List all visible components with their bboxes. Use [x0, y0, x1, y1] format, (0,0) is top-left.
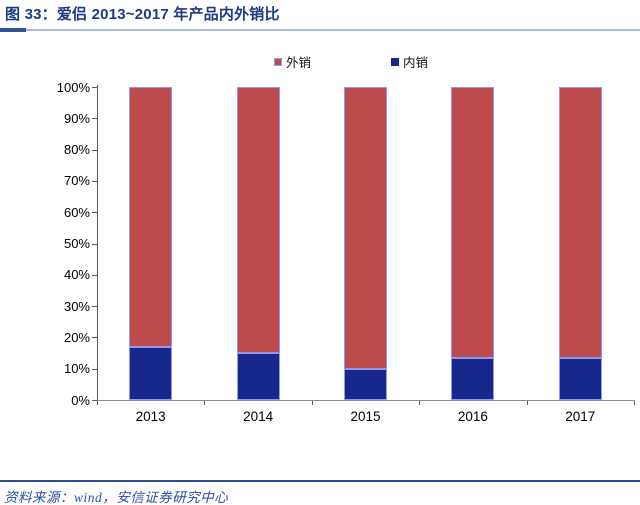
legend-swatch-icon: [391, 57, 400, 66]
x-axis-category-label: 2014: [243, 409, 274, 424]
stacked-bar-2016: [451, 87, 495, 400]
x-axis-category-label: 2013: [135, 409, 166, 424]
legend-item: 外销: [274, 52, 311, 71]
stacked-bar-2015: [344, 87, 387, 400]
bar-segment-domestic: [344, 368, 387, 400]
title-divider: [0, 28, 640, 32]
source-note: 资料来源：wind，安信证券研究中心: [4, 490, 229, 505]
bar-segment-export: [344, 87, 387, 369]
legend-swatch-icon: [274, 57, 282, 66]
y-axis-tick: [92, 368, 97, 370]
chart-legend: 外销 内销: [274, 52, 428, 71]
figure-title: 图 33：爱侣 2013~2017 年产品内外销比: [5, 6, 280, 23]
x-axis-tick: [311, 401, 313, 405]
y-axis-tick-label: 40%: [63, 267, 90, 283]
y-axis-tick: [92, 306, 97, 308]
legend-label: 外销: [286, 56, 312, 70]
y-axis-tick: [92, 87, 97, 88]
y-axis-tick: [92, 149, 97, 151]
y-axis-tick-label: 100%: [56, 79, 90, 95]
x-axis-tick: [634, 401, 635, 405]
bar-segment-export: [236, 87, 280, 354]
y-axis-tick: [92, 274, 97, 276]
x-axis-category-label: 2015: [350, 409, 381, 424]
y-axis-tick-label: 30%: [63, 298, 90, 314]
y-axis-tick-label: 90%: [63, 110, 90, 126]
stacked-bar-2014: [236, 87, 280, 400]
title-divider-accent: [0, 28, 26, 32]
x-axis-tick: [419, 401, 421, 405]
bar-segment-export: [451, 87, 495, 358]
x-axis-tick: [204, 401, 206, 405]
x-axis-line: [97, 400, 635, 401]
bar-segment-domestic: [451, 357, 495, 400]
y-axis-tick-label: 80%: [63, 142, 90, 158]
y-axis-tick: [92, 118, 97, 120]
y-axis-line: [97, 85, 98, 400]
y-axis-tick-label: 60%: [63, 204, 90, 220]
legend-item: 内销: [391, 52, 428, 71]
x-axis-category-label: 2016: [457, 409, 488, 424]
y-axis-tick: [92, 243, 97, 245]
y-axis-tick-label: 70%: [63, 173, 90, 189]
stacked-bar-chart: 0% 10% 20% 30% 40% 50% 60% 70% 80% 90% 100% 2013 201…: [56, 79, 635, 424]
y-axis-tick: [92, 212, 97, 214]
bar-segment-domestic: [129, 346, 173, 400]
y-axis-tick: [92, 400, 97, 401]
legend-label: 内销: [403, 56, 429, 70]
x-axis-tick: [526, 401, 528, 405]
y-axis-tick: [92, 180, 97, 182]
y-axis-tick-label: 50%: [63, 236, 90, 251]
footer-divider: [0, 480, 640, 482]
y-axis-tick-label: 0%: [71, 392, 90, 408]
stacked-bar-2017: [558, 87, 602, 400]
x-axis-category-label: 2017: [565, 409, 596, 424]
y-axis-tick: [92, 337, 97, 339]
y-axis-tick-label: 10%: [63, 361, 90, 377]
bar-segment-domestic: [558, 357, 602, 400]
y-axis-tick-label: 20%: [63, 329, 90, 345]
bar-segment-domestic: [236, 353, 280, 400]
bar-segment-export: [558, 87, 602, 358]
x-axis-tick: [97, 401, 98, 405]
bar-segment-export: [129, 87, 173, 347]
stacked-bar-2013: [129, 87, 173, 400]
